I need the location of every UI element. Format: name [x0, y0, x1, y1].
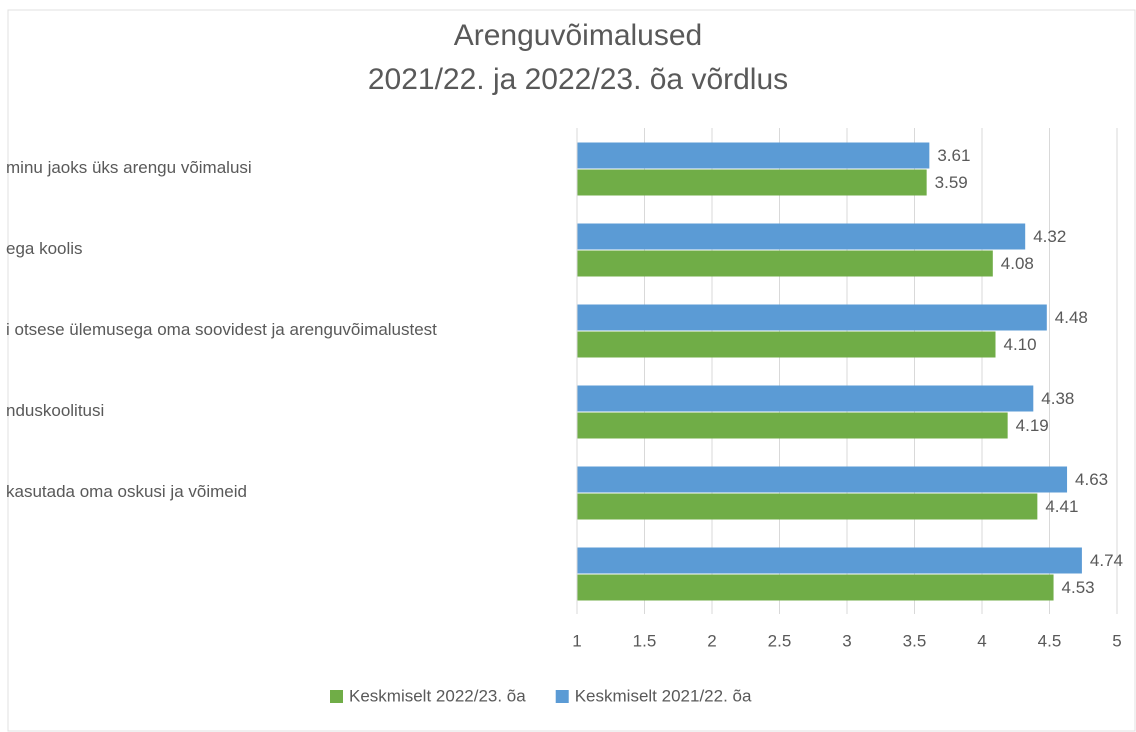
data-label: 4.48: [1055, 308, 1088, 327]
bar: [577, 412, 1008, 439]
y-tick-label: i otsese ülemusega oma soovidest ja aren…: [6, 320, 437, 339]
x-tick-label: 5: [1112, 631, 1121, 650]
y-tick-label: ega koolis: [6, 239, 83, 258]
y-tick-label: kasutada oma oskusi ja võimeid: [6, 482, 247, 501]
bar: [577, 223, 1026, 250]
x-tick-label: 4: [977, 631, 986, 650]
x-tick-label: 1: [572, 631, 581, 650]
bar: [577, 385, 1034, 412]
data-label: 4.32: [1033, 227, 1066, 246]
data-label: 3.59: [935, 173, 968, 192]
chart-border: [7, 9, 1136, 732]
y-tick-label: nduskoolitusi: [6, 401, 104, 420]
x-tick-label: 2: [707, 631, 716, 650]
data-label: 3.61: [937, 146, 970, 165]
data-label: 4.08: [1001, 254, 1034, 273]
bar: [577, 574, 1054, 601]
legend-swatch: [555, 690, 569, 703]
bar: [577, 547, 1082, 574]
legend-swatch: [330, 690, 343, 703]
x-tick-label: 1.5: [633, 631, 657, 650]
data-label: 4.19: [1016, 416, 1049, 435]
data-label: 4.74: [1090, 551, 1123, 570]
bar: [577, 466, 1068, 493]
y-tick-label: minu jaoks üks arengu võimalusi: [6, 158, 252, 177]
data-label: 4.63: [1075, 470, 1108, 489]
data-label: 4.41: [1045, 497, 1078, 516]
x-tick-label: 3: [842, 631, 851, 650]
x-tick-label: 2.5: [768, 631, 792, 650]
bar: [577, 250, 993, 277]
data-label: 4.53: [1062, 578, 1095, 597]
chart-title: 2021/22. ja 2022/23. õa võrdlus: [368, 63, 788, 96]
bar: [577, 493, 1038, 520]
bar: [577, 331, 996, 358]
x-tick-label: 3.5: [903, 631, 927, 650]
data-label: 4.10: [1004, 335, 1037, 354]
legend-label: Keskmiselt 2021/22. õa: [575, 686, 752, 705]
chart-title: Arenguvõimalused: [454, 19, 702, 52]
bar: [577, 304, 1047, 331]
legend-label: Keskmiselt 2022/23. õa: [349, 686, 526, 705]
bar: [577, 142, 930, 169]
data-label: 4.38: [1041, 389, 1074, 408]
bar: [577, 169, 927, 196]
x-tick-label: 4.5: [1038, 631, 1062, 650]
